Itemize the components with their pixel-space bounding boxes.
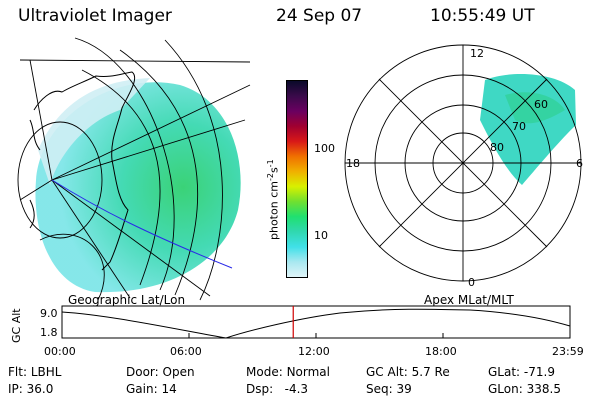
info-door: Door: Open bbox=[126, 365, 195, 379]
colorbar bbox=[286, 80, 308, 278]
info-glat: GLat: -71.9 bbox=[488, 365, 555, 379]
dsp-label: Dsp: bbox=[246, 382, 274, 396]
coastline bbox=[29, 71, 136, 271]
timeline-x-1800: 18:00 bbox=[425, 345, 457, 358]
timeline-tick-1.8: 1.8 bbox=[40, 326, 58, 339]
gain-value: 14 bbox=[161, 382, 177, 396]
polar-grid bbox=[344, 44, 582, 282]
ip-label: IP: bbox=[8, 382, 23, 396]
time-label: 10:55:49 UT bbox=[430, 6, 535, 26]
colorbar-gradient bbox=[287, 81, 307, 277]
timeline-x-0600: 06:00 bbox=[170, 345, 202, 358]
info-gain: Gain: 14 bbox=[126, 382, 177, 396]
info-filter: Flt: LBHL bbox=[8, 365, 61, 379]
glon-value: 338.5 bbox=[526, 382, 561, 396]
mlat-label-70: 70 bbox=[512, 120, 526, 133]
info-dsp: Dsp: -4.3 bbox=[246, 382, 308, 396]
terminator-line bbox=[51, 179, 233, 269]
mode-label: Mode: bbox=[246, 365, 283, 379]
date-label: 24 Sep 07 bbox=[276, 6, 363, 26]
mlt-label-12: 12 bbox=[470, 47, 484, 60]
title-bar: Ultraviolet Imager 24 Sep 07 10:55:49 UT bbox=[0, 6, 600, 30]
door-label: Door: bbox=[126, 365, 159, 379]
mlt-label-18: 18 bbox=[346, 157, 360, 170]
mode-value: Normal bbox=[286, 365, 330, 379]
info-ip: IP: 36.0 bbox=[8, 382, 53, 396]
info-mode: Mode: Normal bbox=[246, 365, 330, 379]
timeline-x-ticks bbox=[61, 333, 571, 338]
ip-value: 36.0 bbox=[26, 382, 54, 396]
right-panel-caption: Apex MLat/MLT bbox=[424, 293, 514, 307]
mlt-label-6: 6 bbox=[576, 157, 583, 170]
gcalt-label: GC Alt: bbox=[366, 365, 408, 379]
mlat-label-60: 60 bbox=[534, 98, 548, 111]
info-gcalt: GC Alt: 5.7 Re bbox=[366, 365, 450, 379]
mlat-label-80: 80 bbox=[490, 141, 504, 154]
glon-label: GLon: bbox=[488, 382, 523, 396]
mlt-label-0: 0 bbox=[468, 276, 475, 289]
dsp-value: -4.3 bbox=[284, 382, 309, 396]
filter-value: LBHL bbox=[30, 365, 62, 379]
timeline-x-1200: 12:00 bbox=[298, 345, 330, 358]
geographic-graticule bbox=[17, 37, 251, 301]
seq-label: Seq: bbox=[366, 382, 393, 396]
timeline-x-0000: 00:00 bbox=[44, 345, 76, 358]
polar-emission-image bbox=[480, 74, 576, 185]
info-seq: Seq: 39 bbox=[366, 382, 412, 396]
colorbar-tick-100: 100 bbox=[314, 142, 335, 155]
instrument-title: Ultraviolet Imager bbox=[18, 6, 172, 26]
timeline-x-2359: 23:59 bbox=[552, 345, 584, 358]
glat-label: GLat: bbox=[488, 365, 521, 379]
glat-value: -71.9 bbox=[523, 365, 555, 379]
timeline-tick-9: 9.0 bbox=[40, 307, 58, 320]
filter-label: Flt: bbox=[8, 365, 27, 379]
seq-value: 39 bbox=[396, 382, 412, 396]
info-glon: GLon: 338.5 bbox=[488, 382, 561, 396]
colorbar-tick-10: 10 bbox=[314, 229, 328, 242]
left-panel-caption: Geographic Lat/Lon bbox=[68, 293, 186, 307]
door-value: Open bbox=[162, 365, 195, 379]
gain-label: Gain: bbox=[126, 382, 158, 396]
altitude-curve bbox=[61, 308, 571, 339]
gcalt-value: 5.7 Re bbox=[411, 365, 450, 379]
